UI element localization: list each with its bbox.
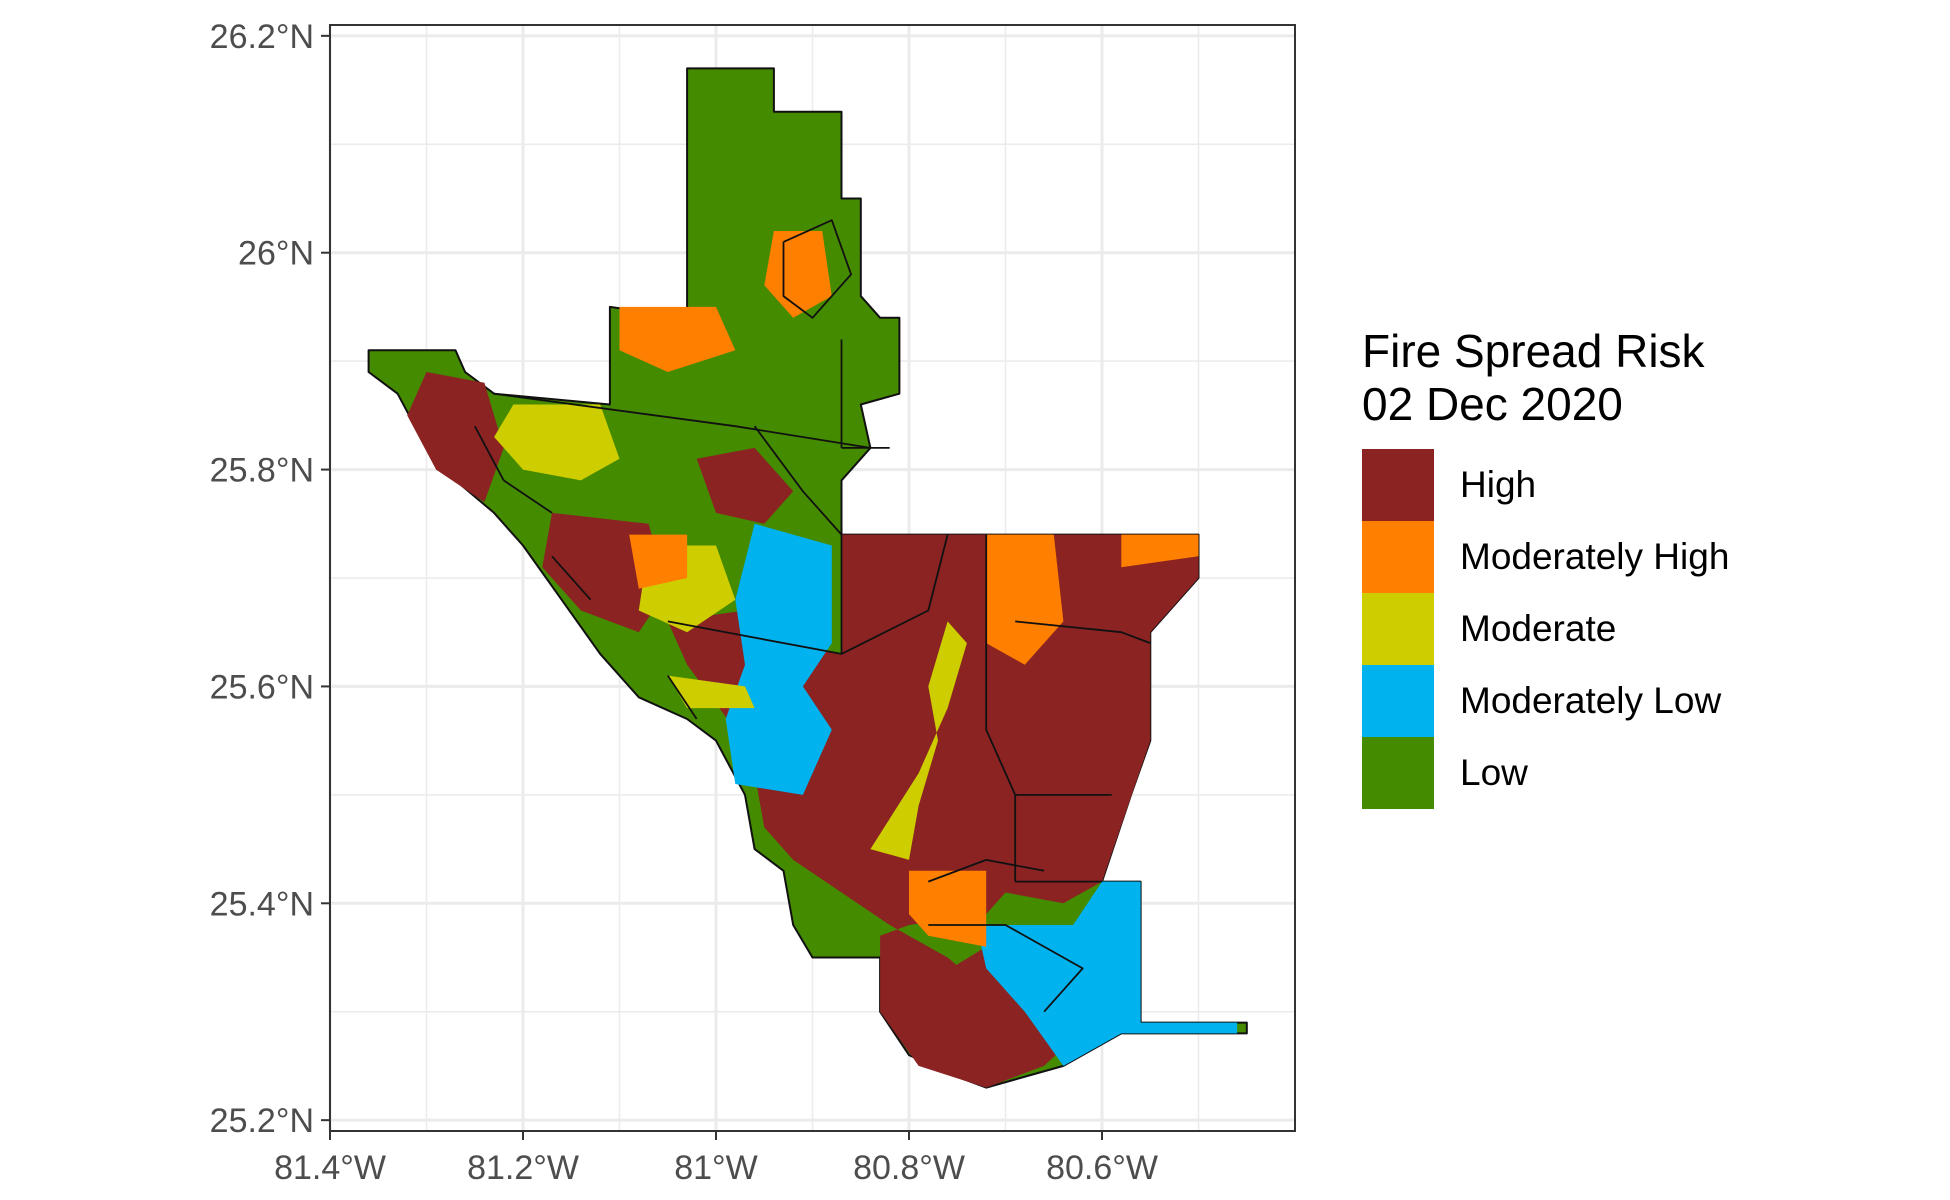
legend-swatch-moderately-low bbox=[1362, 665, 1434, 737]
boundary-line-3 bbox=[985, 534, 1017, 882]
boundary-line-11 bbox=[928, 924, 1084, 1013]
boundary-line-1 bbox=[753, 425, 843, 536]
region-high-northwest-patch-a bbox=[407, 372, 504, 503]
legend: Fire Spread Risk 02 Dec 2020 High Modera… bbox=[1362, 325, 1729, 809]
region-moderate-coast bbox=[667, 675, 755, 709]
legend-label-moderately-low: Moderately Low bbox=[1460, 680, 1722, 721]
y-tick-label-26-n: 26°N bbox=[238, 235, 314, 273]
panel-border bbox=[329, 24, 1296, 1132]
legend-swatch-moderate bbox=[1362, 593, 1434, 665]
legend-title-line2: 02 Dec 2020 bbox=[1362, 378, 1623, 430]
legend-item-high: High bbox=[1362, 449, 1729, 521]
y-tick-label-26-2-n: 26.2°N bbox=[210, 18, 314, 56]
y-tick-label-25-6-n: 25.6°N bbox=[210, 668, 314, 706]
y-tick-label-25-4-n: 25.4°N bbox=[210, 885, 314, 923]
legend-label-high: High bbox=[1460, 464, 1537, 505]
legend-label-low: Low bbox=[1460, 752, 1528, 793]
boundary-line-15 bbox=[551, 555, 592, 601]
region-moderate-strip bbox=[870, 621, 967, 860]
legend-swatch-high bbox=[1362, 449, 1434, 521]
x-tick-label-81-2-w: 81.2°W bbox=[467, 1149, 579, 1187]
region-moderately-high-northeast bbox=[1121, 534, 1199, 568]
legend-swatch-moderately-high bbox=[1362, 521, 1434, 593]
region-high-north-patch bbox=[696, 447, 794, 524]
x-tick-label-80-8-w: 80.8°W bbox=[853, 1149, 965, 1187]
region-moderately-low-south bbox=[976, 881, 1238, 1066]
x-tick-label-81-4-w: 81.4°W bbox=[274, 1149, 386, 1187]
region-moderately-low-west bbox=[725, 523, 832, 795]
region-moderately-high-west bbox=[629, 534, 688, 589]
legend-title-line1: Fire Spread Risk bbox=[1362, 325, 1705, 377]
region-moderately-high-north bbox=[764, 231, 832, 318]
legend-swatch-low bbox=[1362, 737, 1434, 809]
risk-regions bbox=[367, 67, 1248, 1089]
boundary-line-2 bbox=[840, 534, 949, 655]
region-moderately-high-south bbox=[909, 870, 987, 947]
y-tick-label-25-2-n: 25.2°N bbox=[210, 1102, 314, 1140]
y-tick-label-25-8-n: 25.8°N bbox=[210, 452, 314, 490]
boundary-line-4 bbox=[1015, 620, 1151, 644]
axis-ticks: 81.4°W 81.2°W 81°W 80.8°W 80.6°W 25.2°N 25.4°N… bbox=[210, 18, 1158, 1187]
legend-item-moderately-low: Moderately Low bbox=[1362, 665, 1729, 737]
boundary-line-12 bbox=[927, 859, 1045, 883]
region-moderately-high-east bbox=[986, 534, 1064, 665]
boundary-line-7 bbox=[667, 620, 842, 655]
boundary-line-14 bbox=[503, 479, 553, 514]
unit-boundaries bbox=[474, 219, 1151, 1013]
legend-label-moderately-high: Moderately High bbox=[1460, 536, 1730, 577]
boundary-line-10 bbox=[782, 219, 852, 319]
region-moderate-northwest bbox=[494, 404, 620, 481]
x-tick-label-81-w: 81°W bbox=[674, 1149, 758, 1187]
region-moderately-high-north-b bbox=[619, 306, 736, 372]
x-tick-label-80-6-w: 80.6°W bbox=[1046, 1149, 1158, 1187]
boundary-line-13 bbox=[474, 425, 505, 481]
legend-item-moderate: Moderate bbox=[1362, 593, 1729, 665]
legend-title: Fire Spread Risk 02 Dec 2020 bbox=[1362, 325, 1729, 431]
boundary-line-16 bbox=[667, 675, 698, 720]
legend-label-moderate: Moderate bbox=[1460, 608, 1617, 649]
boundary-line-0 bbox=[493, 392, 871, 449]
legend-item-moderately-high: Moderately High bbox=[1362, 521, 1729, 593]
legend-item-low: Low bbox=[1362, 737, 1729, 809]
